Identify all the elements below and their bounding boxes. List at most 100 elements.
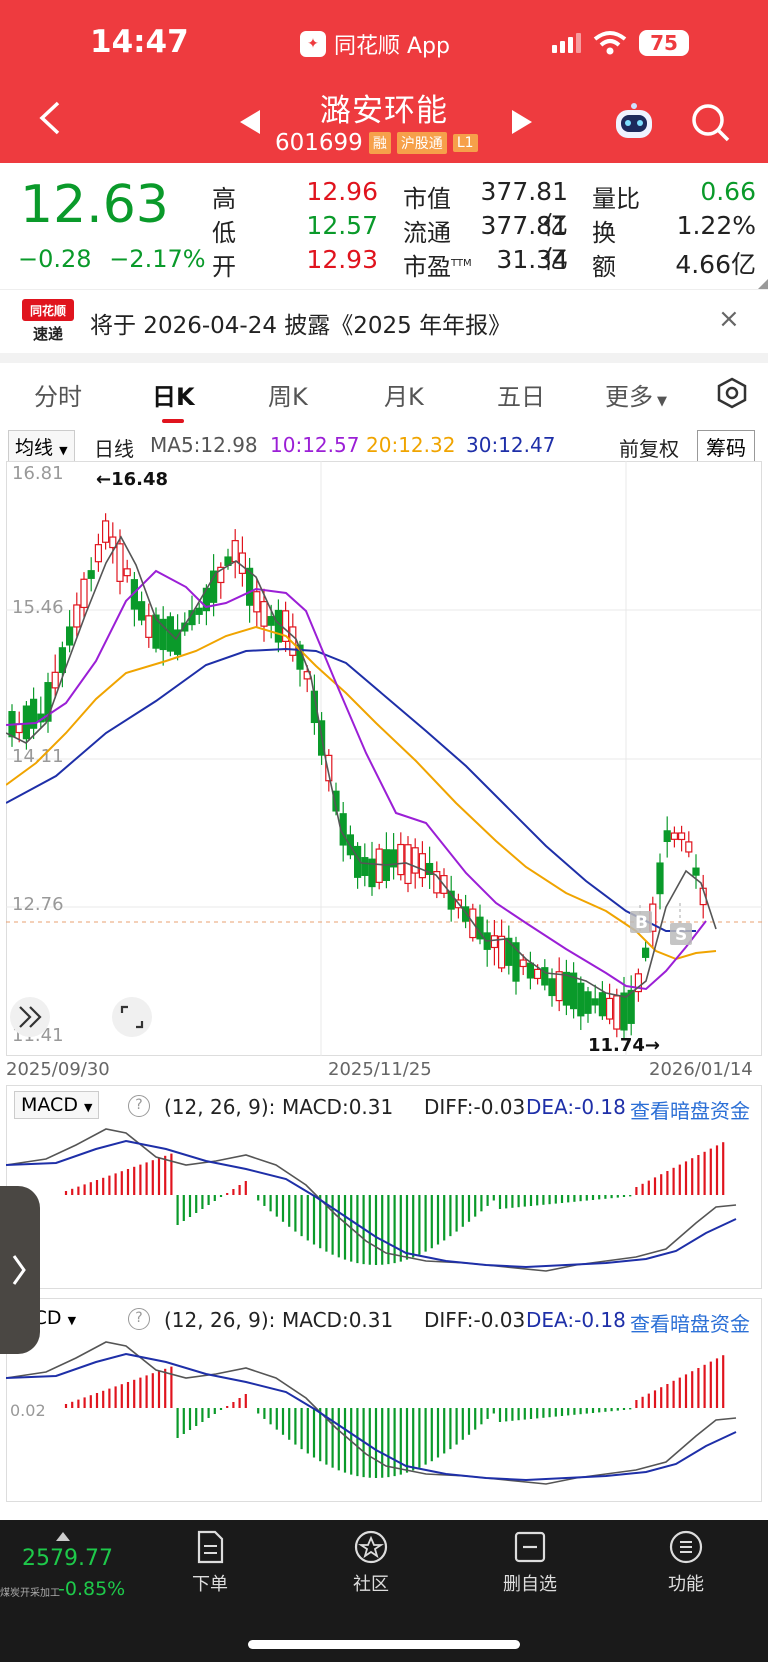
candle-body: [591, 998, 599, 1006]
expand-double-chevron-icon[interactable]: [10, 997, 50, 1037]
tab-monthly-k[interactable]: 月K: [384, 383, 424, 411]
candle-body: [87, 570, 95, 579]
turnover-label: 换: [592, 219, 616, 247]
high-label: 高: [212, 185, 236, 213]
vol-ratio-label: 量比: [592, 185, 640, 213]
dark-pool-link-2[interactable]: 查看暗盘资金: [630, 1312, 750, 1336]
candle-body: [634, 973, 643, 993]
battery-icon: 75: [639, 30, 689, 56]
indicator-selector[interactable]: 均线 ▼: [8, 430, 75, 463]
tab-more[interactable]: 更多 ▼: [605, 377, 667, 412]
candle-body: [375, 848, 383, 883]
candle-body: [641, 947, 650, 958]
stock-code: 601699: [275, 130, 363, 156]
fullscreen-icon[interactable]: [112, 997, 152, 1037]
macd-axis-label-2: 0.02: [10, 1401, 46, 1420]
candle-body: [30, 698, 38, 729]
candle-body: [44, 682, 52, 722]
ma20-value: 20:12.32: [366, 433, 456, 457]
next-stock-button[interactable]: [512, 110, 532, 134]
express-logo-icon: 同花顺 速递: [22, 299, 74, 343]
x-label-end: 2026/01/14: [649, 1059, 753, 1080]
candle-body: [390, 849, 398, 868]
candle-body: [605, 997, 614, 1020]
nav-functions[interactable]: 功能: [626, 1530, 746, 1596]
current-price: 12.63: [20, 175, 169, 235]
settings-hexagon-icon[interactable]: [716, 377, 748, 409]
nav-order[interactable]: 下单: [150, 1530, 270, 1596]
candle-body: [238, 552, 246, 574]
candle-body: [677, 832, 686, 841]
expand-corner-icon[interactable]: [758, 279, 768, 289]
period-tabs: 分时 日K 周K 月K 五日 更多 ▼: [0, 363, 768, 427]
y-label-4: 12.76: [12, 894, 64, 915]
bottom-nav-bar: 2579.77 煤炭开采加工 -0.85% 下单 社区 删自选 功能: [0, 1520, 768, 1662]
candle-body: [51, 671, 59, 689]
max-price-label: ←16.48: [96, 469, 168, 490]
nav-remove-watchlist[interactable]: 删自选: [470, 1530, 590, 1596]
chevron-right-icon: [12, 1255, 26, 1285]
turnover-value: 1.22%: [676, 211, 756, 240]
search-icon[interactable]: [690, 102, 732, 144]
x-label-start: 2025/09/30: [6, 1059, 110, 1080]
candle-body: [80, 578, 88, 609]
diff-value-2: DIFF:-0.03: [424, 1308, 526, 1332]
index-up-arrow-icon: [56, 1532, 70, 1541]
min-price-label: 11.74→: [588, 1035, 660, 1056]
pe-label-text: 市盈: [403, 253, 451, 281]
macd-help-icon-2[interactable]: ?: [128, 1308, 150, 1330]
candle-body: [325, 754, 333, 782]
tab-weekly-k[interactable]: 周K: [268, 383, 308, 411]
candle-body: [498, 935, 506, 969]
notice-bar[interactable]: 同花顺 速递 将于 2026-04-24 披露《2025 年年报》 ×: [0, 289, 768, 353]
nav-remove-watchlist-label: 删自选: [503, 1574, 557, 1595]
candle-body: [145, 615, 153, 638]
nav-community[interactable]: 社区: [311, 1530, 431, 1596]
candle-body: [217, 566, 225, 584]
candle-body: [260, 601, 268, 627]
candle-body: [692, 867, 700, 876]
candle-body: [73, 604, 81, 628]
prev-stock-button[interactable]: [240, 110, 260, 134]
ma30-line: [6, 647, 696, 932]
candle-body: [361, 857, 369, 876]
macd-value-1: MACD:0.31: [282, 1095, 394, 1119]
home-indicator: [248, 1640, 520, 1649]
candle-body: [562, 971, 571, 1006]
tab-intraday[interactable]: 分时: [34, 383, 82, 411]
candle-body: [569, 972, 578, 1010]
notice-close-button[interactable]: ×: [718, 304, 740, 334]
tag-level: L1: [452, 134, 478, 152]
macd-help-icon-1[interactable]: ?: [128, 1095, 150, 1117]
adjust-mode[interactable]: 前复权: [619, 437, 679, 461]
tag-connect: 沪股通: [396, 132, 447, 154]
dark-pool-link-1[interactable]: 查看暗盘资金: [630, 1099, 750, 1123]
community-star-icon: [354, 1530, 388, 1564]
tab-daily-k[interactable]: 日K: [152, 383, 195, 411]
candle-body: [620, 992, 628, 1031]
back-button[interactable]: [36, 100, 64, 136]
ma5-value: MA5:12.98: [150, 433, 258, 457]
y-label-2: 15.46: [12, 597, 64, 618]
candle-body: [65, 626, 74, 646]
kline-chart[interactable]: 16.81 15.46 14.11 12.76 11.41 B S ←16.48…: [6, 461, 762, 1083]
chips-button[interactable]: 筹码: [697, 430, 755, 463]
robot-assistant-icon[interactable]: [612, 102, 656, 142]
notice-text[interactable]: 将于 2026-04-24 披露《2025 年年报》: [90, 313, 512, 339]
candle-body: [58, 647, 67, 674]
candle-body: [490, 935, 498, 949]
tag-margin: 融: [368, 132, 391, 154]
side-drawer-handle[interactable]: [0, 1186, 40, 1354]
macd-selector-1[interactable]: MACD ▼: [14, 1091, 100, 1119]
candle-body: [174, 629, 182, 655]
low-value: 12.57: [306, 211, 378, 240]
app-name: ✦ 同花顺 App: [300, 28, 450, 60]
candle-body: [598, 992, 607, 1017]
candle-body: [101, 520, 110, 543]
pe-value: 31.34: [496, 245, 568, 274]
nav-community-label: 社区: [353, 1574, 389, 1595]
tab-five-day[interactable]: 五日: [497, 383, 545, 411]
candle-body: [541, 967, 549, 986]
sector-index-value[interactable]: 2579.77: [22, 1546, 113, 1571]
ma-legend-bar: 均线 ▼ 日线 MA5:12.98 10:12.57 20:12.32 30:1…: [0, 427, 768, 463]
